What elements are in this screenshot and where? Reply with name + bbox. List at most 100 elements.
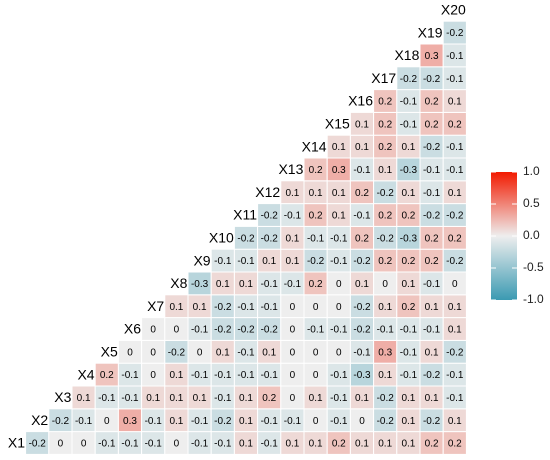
row-label: X4	[77, 366, 94, 382]
cell-label: -0.1	[75, 416, 93, 427]
row-label: X16	[348, 93, 373, 109]
cell-label: -0.2	[237, 325, 255, 336]
cell-label: -0.1	[446, 393, 464, 404]
cell-label: 0	[336, 279, 342, 290]
cell-label: 0.2	[100, 370, 114, 381]
cell-label: -0.2	[446, 347, 464, 358]
cell-label: -0.1	[330, 256, 348, 267]
cell-label: 0.1	[401, 279, 415, 290]
row-label: X10	[209, 230, 234, 246]
cell-label: -0.1	[400, 119, 418, 130]
cell-label: 0.1	[285, 256, 299, 267]
cell-label: 0.1	[193, 393, 207, 404]
cell-label: -0.3	[400, 165, 418, 176]
cell-label: -0.1	[214, 393, 232, 404]
cell-label: -0.1	[237, 370, 255, 381]
cell-label: 0	[452, 279, 458, 290]
cell-label: -0.1	[261, 416, 279, 427]
cell-label: 0.1	[425, 347, 439, 358]
cell-label: 0.2	[332, 439, 346, 450]
cell-label: -0.1	[446, 370, 464, 381]
cell-label: 0.1	[401, 416, 415, 427]
cell-label: -0.1	[330, 393, 348, 404]
cell-label: -0.1	[145, 439, 163, 450]
cell-label: -0.1	[307, 325, 325, 336]
cell-label: -0.3	[353, 370, 371, 381]
cell-label: -0.1	[237, 256, 255, 267]
cell-label: -0.1	[446, 74, 464, 85]
cell-label: 0.1	[355, 119, 369, 130]
cell-label: 0.1	[239, 439, 253, 450]
cell-label: -0.2	[261, 233, 279, 244]
cell-label: 0.2	[378, 211, 392, 222]
row-label: X15	[325, 116, 350, 132]
cell-label: -0.1	[121, 393, 139, 404]
cell-label: 0.1	[401, 142, 415, 153]
cell-label: -0.2	[237, 233, 255, 244]
row-label: X1	[8, 435, 25, 451]
legend-label: 1.0	[523, 164, 540, 178]
cell-label: 0.2	[378, 97, 392, 108]
cell-label: 0.2	[378, 142, 392, 153]
cell-label: 0.1	[169, 393, 183, 404]
cell-label: -0.1	[330, 325, 348, 336]
cell-label: 0	[382, 279, 388, 290]
cell-label: 0	[313, 416, 319, 427]
cell-label: -0.1	[237, 347, 255, 358]
cell-label: -0.1	[261, 439, 279, 450]
cell-label: -0.1	[237, 302, 255, 313]
cell-label: -0.1	[98, 393, 116, 404]
cell-label: 0.1	[309, 188, 323, 199]
cell-label: -0.2	[423, 370, 441, 381]
cell-label: -0.2	[353, 302, 371, 313]
cell-label: -0.1	[214, 439, 232, 450]
cell-label: 0.1	[378, 165, 392, 176]
cell-label: 0.2	[401, 256, 415, 267]
cell-label: -0.3	[191, 279, 209, 290]
cell-label: 0.2	[425, 233, 439, 244]
cell-label: -0.1	[284, 211, 302, 222]
cell-label: -0.1	[330, 233, 348, 244]
cell-label: -0.2	[423, 142, 441, 153]
legend-label: -0.5	[523, 260, 544, 274]
cell-label: -0.1	[423, 165, 441, 176]
cell-label: 0.1	[378, 370, 392, 381]
row-label: X20	[441, 2, 466, 18]
row-label: X8	[170, 275, 187, 291]
cell-label: 0.2	[401, 302, 415, 313]
cell-label: -0.1	[446, 51, 464, 62]
cell-label: -0.1	[261, 279, 279, 290]
cell-label: 0.1	[378, 302, 392, 313]
cell-label: -0.1	[191, 439, 209, 450]
cell-label: 0.3	[123, 416, 137, 427]
cell-label: 0	[290, 370, 296, 381]
cell-label: -0.2	[353, 325, 371, 336]
cell-label: 0.2	[309, 279, 323, 290]
cell-label: -0.2	[423, 416, 441, 427]
cell-label: 0.1	[401, 393, 415, 404]
cell-label: 0.1	[285, 233, 299, 244]
cell-label: -0.1	[191, 416, 209, 427]
cell-label: -0.1	[214, 370, 232, 381]
legend-label: 0.5	[523, 196, 540, 210]
cell-label: 0.1	[425, 302, 439, 313]
cell-label: -0.1	[446, 165, 464, 176]
cell-label: 0.1	[401, 188, 415, 199]
cell-label: 0.1	[355, 279, 369, 290]
cell-label: -0.2	[29, 439, 47, 450]
cell-label: 0.1	[77, 393, 91, 404]
cell-label: 0.1	[378, 439, 392, 450]
cell-label: 0	[313, 302, 319, 313]
cell-label: -0.1	[330, 416, 348, 427]
cell-label: 0.1	[401, 439, 415, 450]
cell-label: -0.1	[214, 256, 232, 267]
legend-label: 0.0	[523, 228, 540, 242]
cell-label: 0.2	[309, 211, 323, 222]
cell-label: 0.1	[425, 393, 439, 404]
cell-label: 0.1	[239, 279, 253, 290]
cell-label: -0.2	[446, 211, 464, 222]
cell-label: 0.1	[239, 393, 253, 404]
cell-label: 0.2	[425, 97, 439, 108]
cell-label: 0	[359, 416, 365, 427]
